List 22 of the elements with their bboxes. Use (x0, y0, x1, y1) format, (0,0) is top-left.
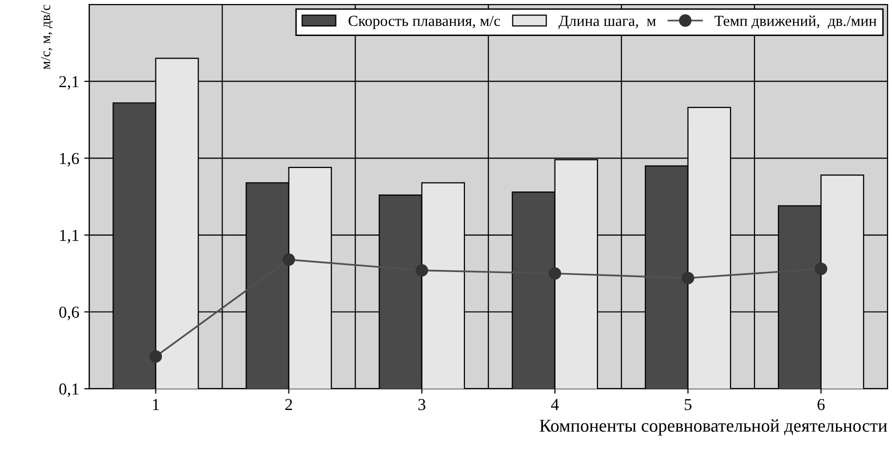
y-tick-label: 1,1 (60, 230, 78, 244)
point (282, 253, 296, 266)
x-tick-label: 4 (551, 399, 559, 410)
x-tick-label: 1 (153, 399, 159, 410)
legend-label: Длина шага, м (558, 16, 656, 30)
y-tick-label: 0,1 (59, 383, 78, 398)
y-tick-label: 2,1 (59, 76, 78, 90)
x-tick-label: 6 (818, 398, 825, 410)
point (548, 267, 562, 280)
x-tick-label: 2 (285, 398, 292, 410)
y-axis-title: м/с, м, дв/с (40, 4, 53, 70)
x-tick-label: 3 (418, 398, 426, 410)
point (682, 272, 694, 284)
point (416, 264, 428, 277)
y-tick-label: 1,6 (60, 152, 79, 167)
x-tick-label: 5 (684, 399, 692, 410)
y-tick-label: 0,6 (59, 306, 79, 320)
point (149, 350, 162, 363)
x-axis-title: Компоненты соревновательной деятельности (540, 419, 888, 436)
legend-label: Скорость плавания, м/с (348, 16, 500, 30)
legend-label: Темп движений, дв./мин (714, 15, 876, 29)
point (814, 262, 828, 276)
